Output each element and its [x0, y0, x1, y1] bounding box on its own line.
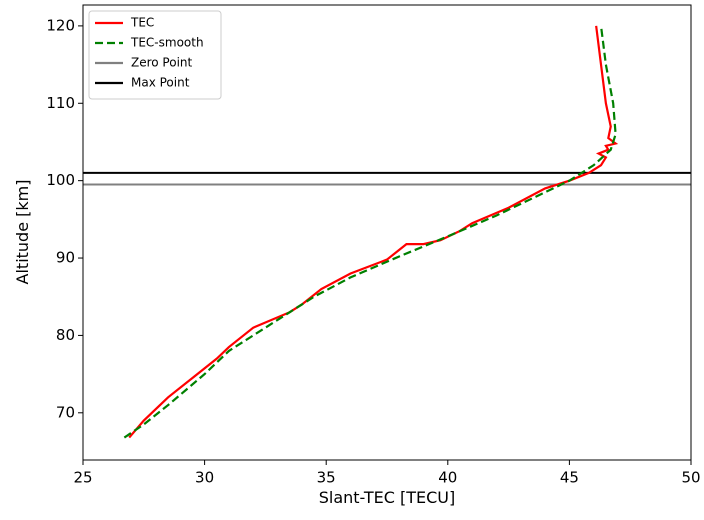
legend-box [88, 10, 222, 100]
legend-label: TEC-smooth [130, 36, 204, 50]
y-tick-label: 120 [46, 16, 75, 34]
x-tick-label: 35 [317, 469, 336, 487]
x-axis-label: Slant-TEC [TECU] [319, 488, 456, 507]
legend-label: TEC [130, 16, 154, 30]
y-tick-label: 100 [46, 171, 75, 189]
x-tick-label: 40 [438, 469, 457, 487]
legend: TEC TEC-smooth Zero Point Max Point [88, 10, 222, 100]
y-tick-label: 70 [56, 403, 75, 421]
legend-label: Zero Point [131, 56, 193, 70]
x-tick-label: 25 [73, 469, 92, 487]
y-tick-label: 90 [56, 249, 75, 267]
legend-label: Max Point [131, 76, 190, 90]
plot-frame [82, 4, 692, 461]
data-line [123, 25, 617, 439]
x-tick-label: 30 [195, 469, 214, 487]
y-tick-label: 110 [46, 94, 75, 112]
data-line [128, 25, 619, 439]
y-axis-label: Altitude [km] [13, 180, 32, 285]
x-tick-label: 45 [560, 469, 579, 487]
y-tick-label: 80 [56, 326, 75, 344]
x-tick-label: 50 [681, 469, 700, 487]
